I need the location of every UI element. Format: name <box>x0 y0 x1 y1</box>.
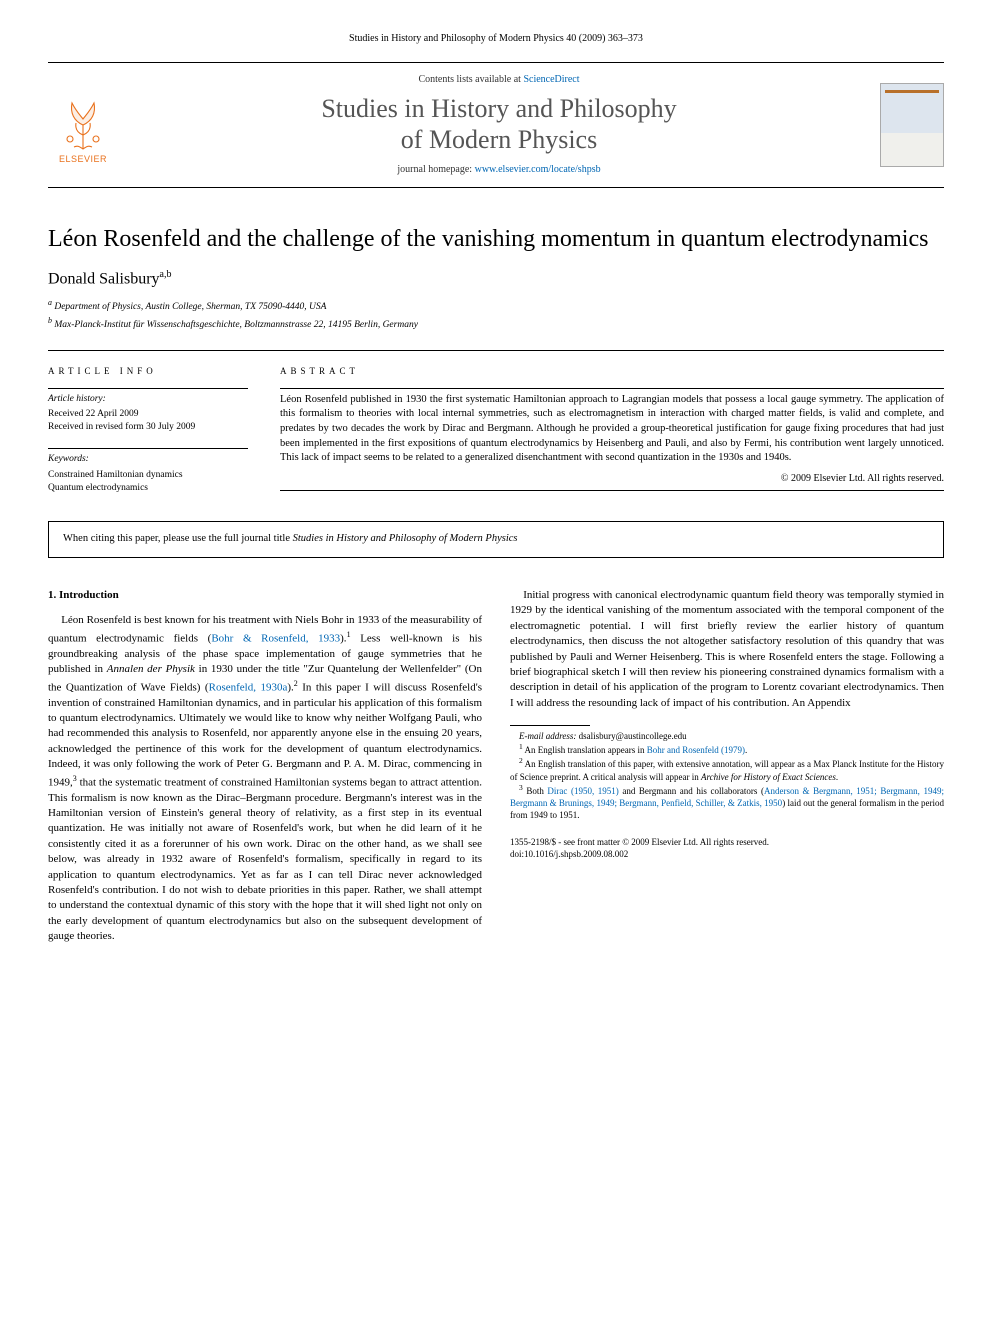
keyword-0: Constrained Hamiltonian dynamics <box>48 469 248 482</box>
affiliations: a Department of Physics, Austin College,… <box>48 297 944 332</box>
sciencedirect-link[interactable]: ScienceDirect <box>523 74 579 85</box>
citation-notice-box: When citing this paper, please use the f… <box>48 521 944 558</box>
keywords-block: Keywords: Constrained Hamiltonian dynami… <box>48 453 248 495</box>
revised-date: Received in revised form 30 July 2009 <box>48 421 248 434</box>
running-header: Studies in History and Philosophy of Mod… <box>48 32 944 46</box>
fn1-end: . <box>745 745 747 755</box>
abstract-column: ABSTRACT Léon Rosenfeld published in 193… <box>280 365 944 509</box>
elsevier-logo: ELSEVIER <box>48 85 118 165</box>
citation-prefix: When citing this paper, please use the f… <box>63 533 293 544</box>
body-para-2: Initial progress with canonical electrod… <box>510 588 944 711</box>
author-affil-marks: a,b <box>160 269 172 280</box>
author-line: Donald Salisburya,b <box>48 268 944 291</box>
ref-bohr-rosenfeld-1979[interactable]: Bohr and Rosenfeld (1979) <box>647 745 745 755</box>
homepage-link[interactable]: www.elsevier.com/locate/shpsb <box>475 164 601 175</box>
body-para-1: Léon Rosenfeld is best known for his tre… <box>48 613 482 944</box>
contents-available-line: Contents lists available at ScienceDirec… <box>134 73 864 87</box>
citation-journal: Studies in History and Philosophy of Mod… <box>293 533 518 544</box>
journal-name-line1: Studies in History and Philosophy <box>321 94 676 123</box>
article-info-label: ARTICLE INFO <box>48 365 248 378</box>
journal-cover-thumbnail <box>880 83 944 167</box>
footnote-1: 1 An English translation appears in Bohr… <box>510 742 944 756</box>
para1-seg-g: that the systematic treatment of constra… <box>48 776 482 942</box>
history-label: Article history: <box>48 393 248 406</box>
journal-name-line2: of Modern Physics <box>401 125 597 154</box>
keywords-label: Keywords: <box>48 453 248 466</box>
info-abstract-row: ARTICLE INFO Article history: Received 2… <box>48 350 944 509</box>
abstract-label: ABSTRACT <box>280 365 944 378</box>
footnote-email: E-mail address: dsalisbury@austincollege… <box>510 730 944 742</box>
fn3-a: Both <box>523 786 548 796</box>
affiliation-b: Max-Planck-Institut für Wissenschaftsges… <box>54 320 418 330</box>
journal-homepage: journal homepage: www.elsevier.com/locat… <box>134 163 864 177</box>
fn2-italic: Archive for History of Exact Sciences <box>701 772 836 782</box>
masthead: ELSEVIER Contents lists available at Sci… <box>48 62 944 188</box>
elsevier-tree-icon <box>56 91 110 151</box>
email-address[interactable]: dsalisbury@austincollege.edu <box>579 731 687 741</box>
footnote-3: 3 Both Dirac (1950, 1951) and Bergmann a… <box>510 783 944 821</box>
article-history-block: Article history: Received 22 April 2009 … <box>48 393 248 435</box>
para1-italic1: Annalen der Physik <box>107 663 195 675</box>
footer-block: 1355-2198/$ - see front matter © 2009 El… <box>510 837 944 860</box>
fn3-b: and Bergmann and his collaborators ( <box>619 786 764 796</box>
doi-line: doi:10.1016/j.shpsb.2009.08.002 <box>510 849 944 861</box>
abstract-copyright: © 2009 Elsevier Ltd. All rights reserved… <box>280 472 944 486</box>
footnote-separator <box>510 725 590 726</box>
homepage-prefix: journal homepage: <box>397 164 474 175</box>
ref-rosenfeld-1930a[interactable]: Rosenfeld, 1930a <box>209 681 288 693</box>
footnotes-block: E-mail address: dsalisbury@austincollege… <box>510 725 944 860</box>
ref-bohr-rosenfeld-1933[interactable]: Bohr & Rosenfeld, 1933 <box>211 632 340 644</box>
journal-name: Studies in History and Philosophy of Mod… <box>134 93 864 155</box>
contents-prefix: Contents lists available at <box>418 74 523 85</box>
article-info-column: ARTICLE INFO Article history: Received 2… <box>48 365 248 509</box>
email-label: E-mail address: <box>519 731 576 741</box>
affiliation-a: Department of Physics, Austin College, S… <box>54 302 326 312</box>
body-columns: 1. Introduction Léon Rosenfeld is best k… <box>48 588 944 945</box>
fn1-text: An English translation appears in <box>523 745 647 755</box>
ref-dirac-1950-1951[interactable]: Dirac (1950, 1951) <box>547 786 618 796</box>
section-heading-1: 1. Introduction <box>48 588 482 603</box>
received-date: Received 22 April 2009 <box>48 408 248 421</box>
front-matter-line: 1355-2198/$ - see front matter © 2009 El… <box>510 837 944 849</box>
author-name: Donald Salisbury <box>48 271 160 288</box>
footnote-2: 2 An English translation of this paper, … <box>510 756 944 782</box>
masthead-center: Contents lists available at ScienceDirec… <box>134 73 864 177</box>
keyword-1: Quantum electrodynamics <box>48 482 248 495</box>
elsevier-wordmark: ELSEVIER <box>59 153 107 166</box>
abstract-text: Léon Rosenfeld published in 1930 the fir… <box>280 393 944 466</box>
para1-seg-f: In this paper I will discuss Rosenfeld's… <box>48 681 482 788</box>
article-title: Léon Rosenfeld and the challenge of the … <box>48 224 944 254</box>
fn2-end: . <box>836 772 838 782</box>
